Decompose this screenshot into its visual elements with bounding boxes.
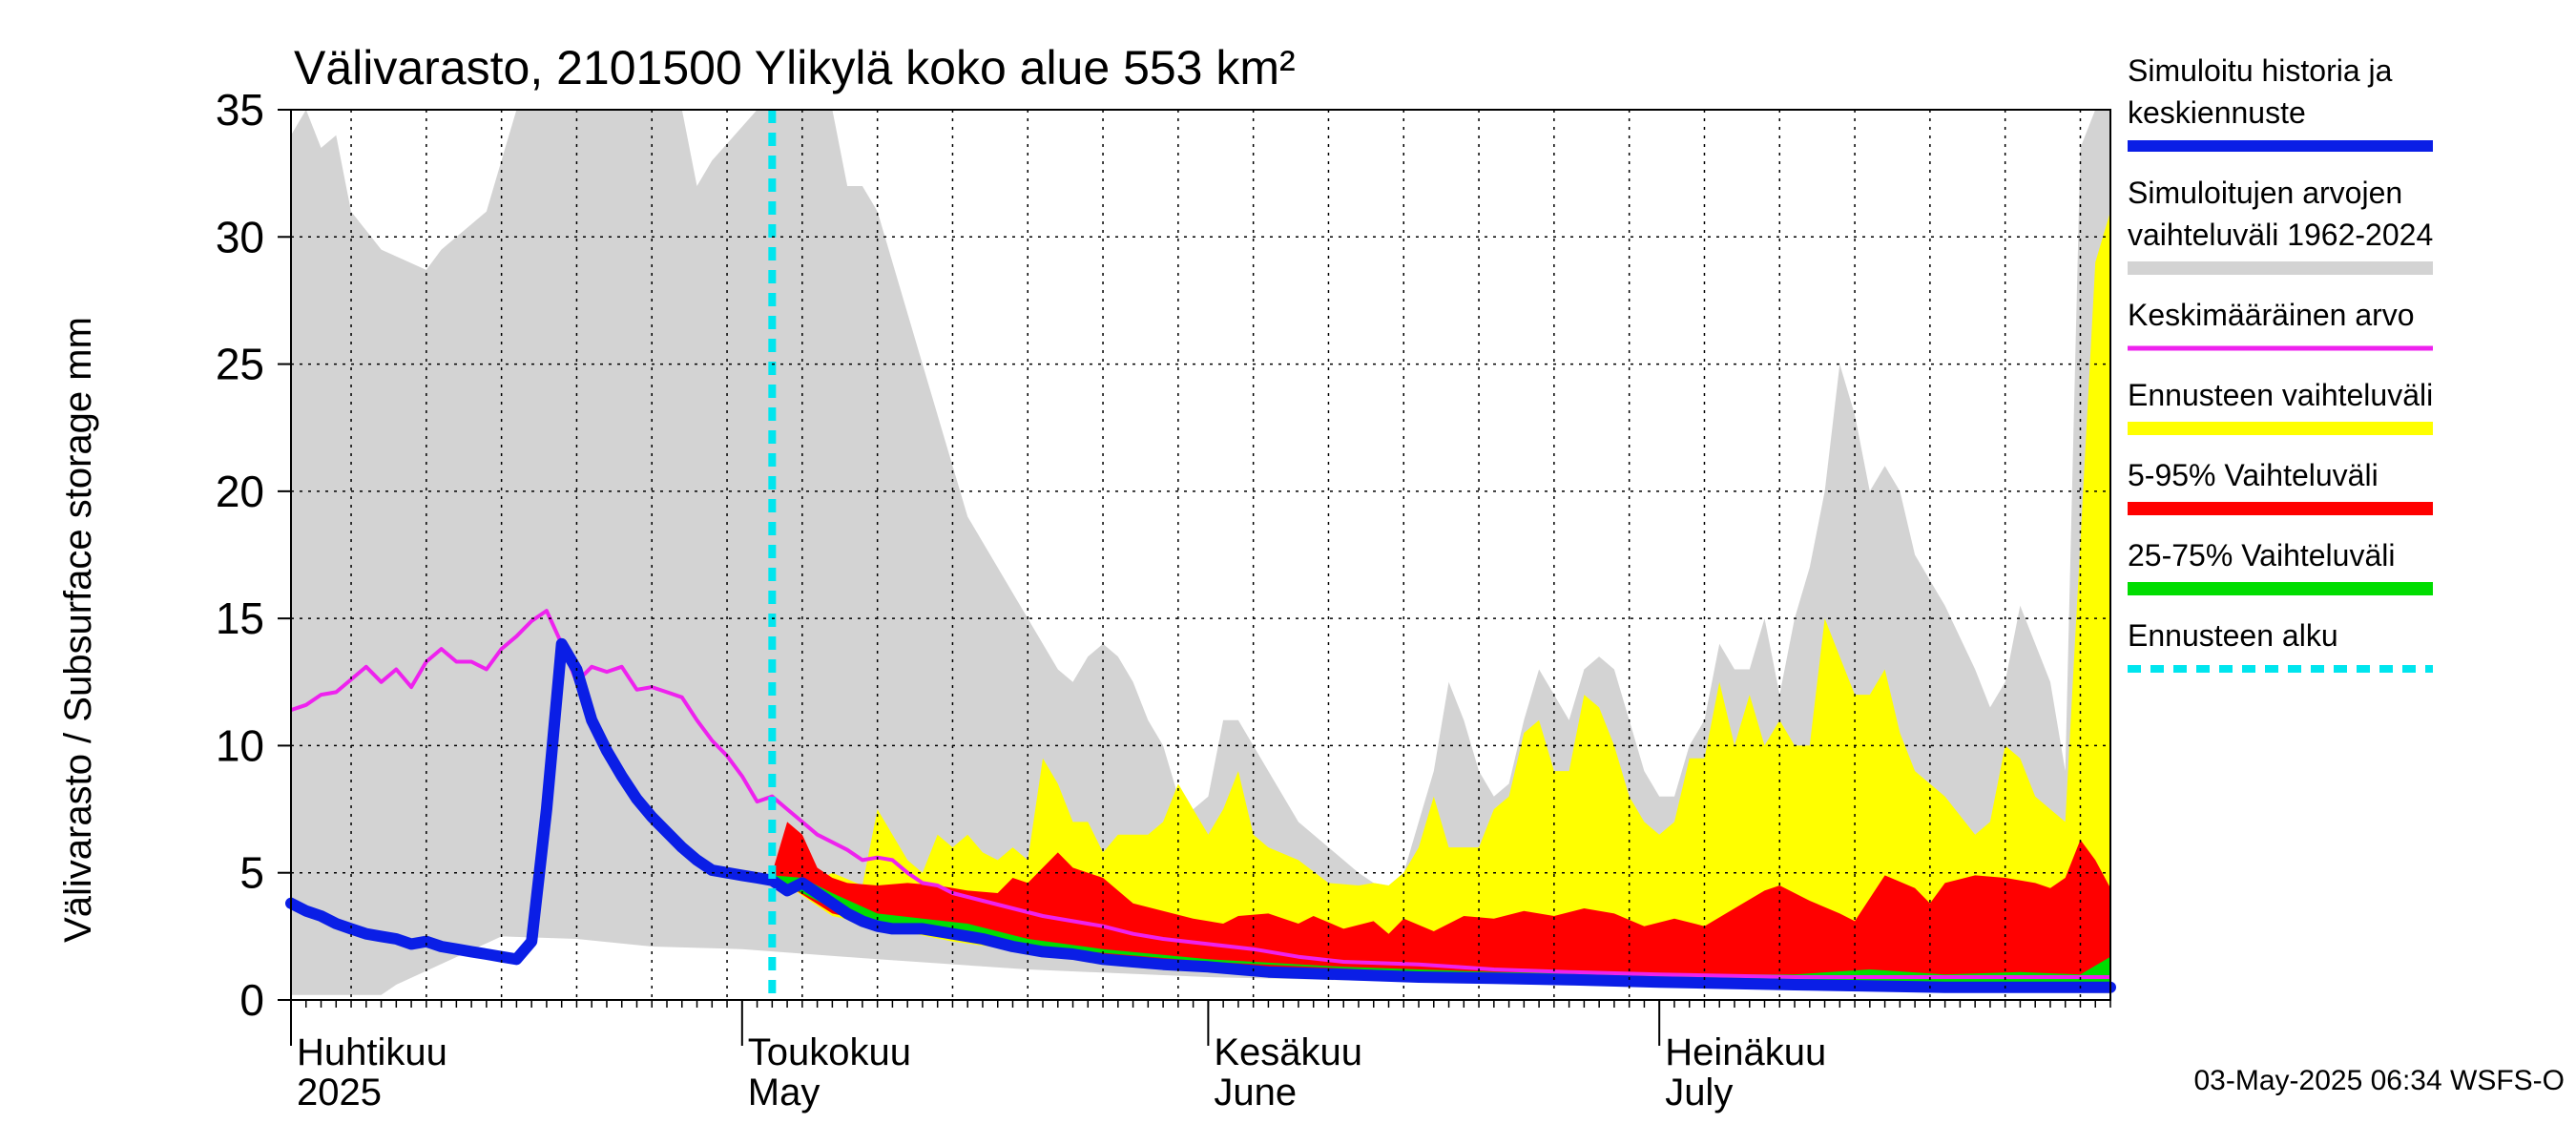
y-tick-label: 35 bbox=[216, 85, 264, 135]
y-tick-label: 25 bbox=[216, 340, 264, 389]
legend-label: 25-75% Vaihteluväli bbox=[2128, 538, 2395, 572]
x-tick-label-fi: Toukokuu bbox=[748, 1031, 911, 1073]
y-tick-label: 10 bbox=[216, 720, 264, 770]
y-tick-label: 5 bbox=[239, 848, 264, 898]
legend-label: 5-95% Vaihteluväli bbox=[2128, 458, 2379, 492]
legend-label: Ennusteen alku bbox=[2128, 618, 2338, 653]
x-tick-label-en: July bbox=[1665, 1072, 1733, 1114]
legend: Simuloitu historia ja keskiennuste Simuloi… bbox=[2128, 53, 2433, 673]
x-tick-label-fi: Huhtikuu bbox=[297, 1031, 447, 1073]
history-line bbox=[285, 637, 2116, 993]
legend-label: Keskimääräinen arvo bbox=[2128, 298, 2415, 332]
plot-frame bbox=[290, 109, 2111, 1001]
plot-area bbox=[285, 110, 2116, 1000]
legend-label: Simuloitu historia ja bbox=[2128, 53, 2393, 88]
legend-label: keskiennuste bbox=[2128, 95, 2306, 130]
mean-line bbox=[290, 609, 2110, 979]
x-tick-label-en: May bbox=[748, 1072, 821, 1114]
y-tick-label: 0 bbox=[239, 975, 264, 1025]
x-tick-label-fi: Heinäkuu bbox=[1665, 1031, 1826, 1073]
axes: 05101520253035Huhtikuu2025ToukokuuMayKes… bbox=[216, 85, 2111, 1114]
p5-95-band bbox=[772, 822, 2110, 990]
y-tick-label: 20 bbox=[216, 467, 264, 516]
x-tick-label-fi: Kesäkuu bbox=[1214, 1031, 1362, 1073]
footer-timestamp: 03-May-2025 06:34 WSFS-O bbox=[2194, 1065, 2566, 1096]
x-tick-label-en: June bbox=[1214, 1072, 1297, 1114]
y-axis-label: Välivarasto / Subsurface storage mm bbox=[57, 317, 99, 943]
legend-label: vaihteluväli 1962-2024 bbox=[2128, 218, 2433, 252]
forecast-range-band bbox=[772, 211, 2110, 993]
grid bbox=[291, 109, 2110, 1000]
y-tick-label: 15 bbox=[216, 593, 264, 643]
legend-label: Simuloitujen arvojen bbox=[2128, 176, 2402, 210]
y-tick-label: 30 bbox=[216, 212, 264, 261]
chart-title: Välivarasto, 2101500 Ylikylä koko alue 5… bbox=[294, 41, 1296, 94]
legend-label: Ennusteen vaihteluväli bbox=[2128, 378, 2433, 412]
x-tick-label-en: 2025 bbox=[297, 1072, 382, 1114]
range-1962-2024-band bbox=[291, 110, 2110, 995]
